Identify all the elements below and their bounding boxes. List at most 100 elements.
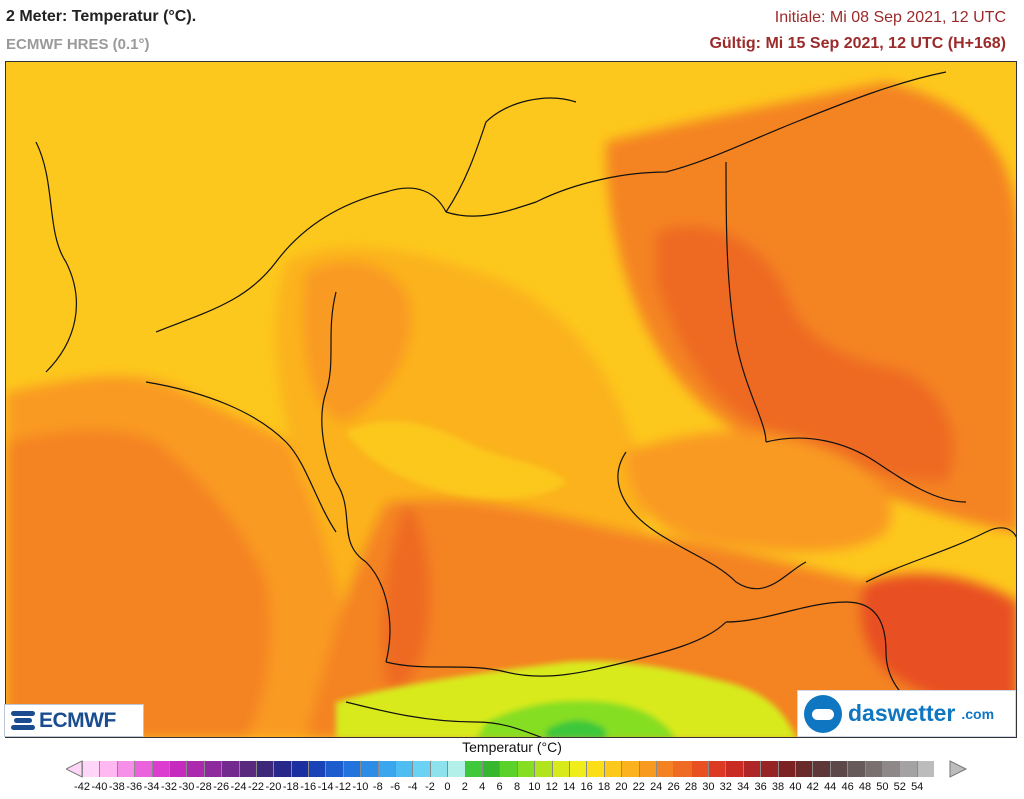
legend-tick-label: 20 [615,781,628,793]
border-austria-east [725,601,927,713]
temperature-field [6,62,1016,737]
legend-swatch [134,761,152,777]
coast-baltic [445,71,947,217]
field-czech [626,431,892,552]
legend-swatch [829,761,848,777]
legend-tick-label: 52 [893,781,906,793]
legend-tick-label: 24 [650,781,663,793]
legend-tick-label: 54 [911,781,924,793]
legend-arrow-left [66,760,83,778]
legend-tick-label: -24 [230,781,247,793]
legend-swatch [551,761,569,777]
model-label: ECMWF HRES (0.1°) [6,36,150,53]
legend-tick-label: -32 [161,781,177,793]
legend-tick-label: 42 [806,781,819,793]
legend-swatch [638,761,656,777]
legend-swatch [847,761,865,777]
legend-tick-label: -42 [74,781,90,793]
field-alps [336,661,796,737]
legend-swatch [777,761,796,777]
legend-tick-label: 22 [632,781,645,793]
legend-swatch [377,761,396,777]
legend-tick-label: -6 [390,781,401,793]
legend-tick-label: 0 [444,781,451,793]
legend-swatch [255,761,274,777]
legend-swatch [760,761,778,777]
legend-tick-label: -40 [91,781,108,793]
border-germany-poland [725,161,767,443]
legend-tick-label: -8 [372,781,383,793]
daswetter-logo-text: daswetter [848,700,956,726]
legend-swatch [360,761,378,777]
legend-swatch [881,761,900,777]
legend-swatch [812,761,830,777]
legend-tick-label: 18 [597,781,611,793]
legend-tick-label: 4 [479,781,486,793]
daswetter-logo[interactable]: daswetter .com [797,690,1016,737]
legend-tick-label: -20 [265,781,282,793]
field-hungary [860,573,1016,706]
legend-tick-label: -38 [108,781,125,793]
temperature-map[interactable] [5,61,1017,738]
legend-swatch [168,761,187,777]
legend-arrow-right [949,760,968,778]
legend-tick-label: 16 [580,781,593,793]
coast-uk [35,141,77,373]
legend-tick-label: 50 [876,781,889,793]
ecmwf-mark-icon [11,710,35,731]
ecmwf-logo: ECMWF [4,704,144,737]
legend-swatch [603,761,622,777]
legend-tick-label: -4 [407,781,418,793]
legend-color-bar [82,761,935,777]
legend-tick-label: 38 [771,781,785,793]
legend-labels: -42 -40 -38 -36 -34 -32 -30 -28 -26 -24 -22 -20 -18-… [0,781,1024,797]
legend-swatch [708,761,726,777]
legend-swatch [238,761,256,777]
legend-swatch [725,761,743,777]
legend-swatch [864,761,882,777]
legend-tick-label: 34 [737,781,750,793]
border-slovakia [865,527,1016,583]
legend-tick-label: 2 [461,781,468,793]
legend-swatch [655,761,674,777]
border-belgium-france [145,381,337,533]
legend-swatch [499,761,517,777]
legend-swatch [429,761,448,777]
legend-swatch [899,761,917,777]
field-west-hot [6,430,270,737]
legend-tick-label: 36 [754,781,767,793]
daswetter-logo-domain: .com [961,705,995,722]
legend-swatch [186,761,204,777]
legend-swatch [586,761,604,777]
map-title: 2 Meter: Temperatur (°C). [6,8,197,25]
legend-tick-label: -12 [335,781,351,793]
legend-tick-label: 10 [528,781,541,793]
legend-tick-label: -34 [143,781,160,793]
legend-swatch [325,761,343,777]
legend-tick-label: -14 [317,781,334,793]
valid-time: Gültig: Mi 15 Sep 2021, 12 UTC (H+168) [709,35,1006,52]
field-alps-high [477,700,675,737]
legend-tick-label: -26 [213,781,230,793]
legend-tick-label: -28 [195,781,212,793]
legend-swatch [221,761,239,777]
legend-tick-label: 26 [667,781,680,793]
legend-swatch [290,761,309,777]
border-west-germany [321,291,391,663]
legend-swatch [916,761,935,777]
legend-tick-label: -10 [352,781,369,793]
legend-swatch [116,761,135,777]
border-switzerland [345,701,543,737]
legend-swatch [568,761,587,777]
legend-tick-label: 40 [789,781,802,793]
init-time: Initiale: Mi 08 Sep 2021, 12 UTC [774,9,1006,26]
legend-tick-label: 6 [496,781,503,793]
legend-tick-label: 14 [563,781,576,793]
legend-tick-label: 44 [824,781,837,793]
legend-tick-label: 30 [702,781,715,793]
legend-swatch [203,761,222,777]
legend-swatch [621,761,639,777]
legend-swatch [534,761,552,777]
legend-tick-label: -18 [282,781,299,793]
legend-swatch [412,761,430,777]
